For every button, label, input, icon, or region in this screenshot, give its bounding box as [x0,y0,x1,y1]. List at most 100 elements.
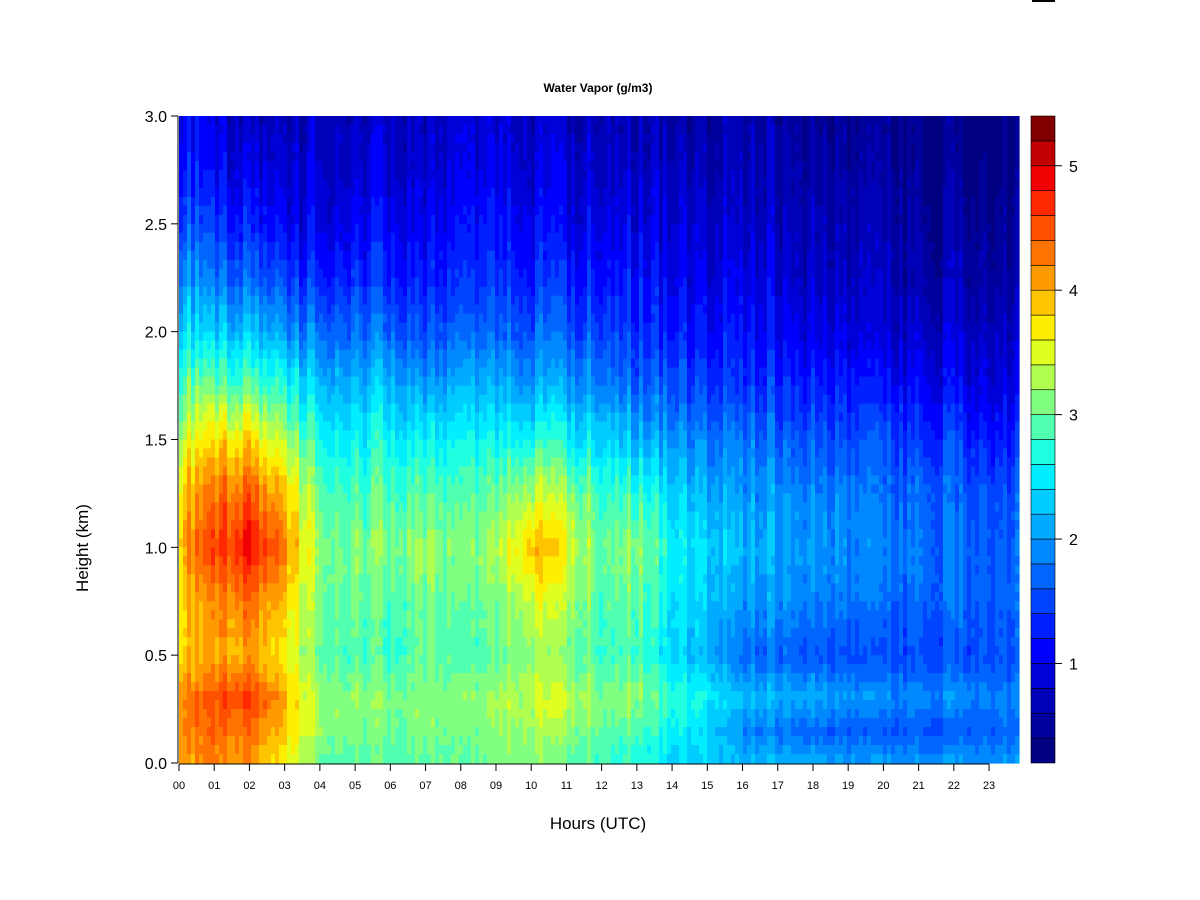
heatmap-cell [235,700,240,710]
heatmap-cell [355,745,360,755]
heatmap-cell [219,754,224,764]
heatmap-cell [239,232,244,243]
heatmap-cell [247,358,252,369]
heatmap-cell [331,439,336,450]
heatmap-cell [347,619,352,629]
heatmap-cell [407,277,412,288]
heatmap-cell [199,376,204,387]
heatmap-cell [299,601,304,611]
heatmap-cell [375,628,380,638]
heatmap-cell [339,259,344,270]
heatmap-cell [203,340,208,351]
heatmap-cell [407,250,412,261]
heatmap-cell [259,619,264,629]
heatmap-cell [339,385,344,396]
heatmap-cell [235,493,240,504]
heatmap-cell [219,268,224,279]
heatmap-cell [395,214,400,225]
heatmap-cell [379,484,384,495]
heatmap-cell [439,538,444,548]
heatmap-cell [251,232,256,243]
heatmap-cell [195,709,200,719]
heatmap-cell [443,727,448,737]
heatmap-cell [291,565,296,575]
heatmap-cell [343,565,348,575]
heatmap-cell [447,691,452,701]
heatmap-cell [299,439,304,450]
heatmap-cell [275,268,280,279]
heatmap-cell [327,394,332,405]
heatmap-cell [267,718,272,728]
heatmap-cell [415,709,420,719]
heatmap-cell [355,466,360,477]
heatmap-cell [183,151,188,162]
heatmap-cell [179,493,184,504]
heatmap-cell [399,376,404,387]
heatmap-cell [215,736,220,746]
heatmap-cell [379,502,384,512]
heatmap-cell [435,116,440,126]
heatmap-cell [203,439,208,450]
heatmap-cell [211,232,216,243]
heatmap-cell [287,745,292,755]
heatmap-cell [267,628,272,638]
heatmap-cell [199,610,204,620]
heatmap-cell [211,385,216,396]
heatmap-cell [375,529,380,539]
heatmap-cell [243,637,248,647]
heatmap-cell [399,160,404,171]
heatmap-cell [339,745,344,755]
heatmap-cell [451,241,456,252]
heatmap-cell [239,736,244,746]
heatmap-cell [375,331,380,342]
heatmap-cell [295,340,300,351]
heatmap-cell [183,403,188,414]
heatmap-cell [211,709,216,719]
heatmap-cell [235,421,240,432]
heatmap-cell [191,655,196,665]
heatmap-cell [223,664,228,674]
heatmap-cell [403,124,408,135]
heatmap-cell [239,754,244,764]
heatmap-cell [379,223,384,234]
heatmap-cell [363,169,368,180]
heatmap-cell [323,709,328,719]
heatmap-cell [303,484,308,495]
heatmap-cell [195,178,200,189]
heatmap-cell [299,133,304,144]
heatmap-cell [251,349,256,360]
heatmap-cell [267,124,272,135]
heatmap-cell [247,565,252,575]
heatmap-cell [343,358,348,369]
heatmap-cell [219,655,224,665]
heatmap-cell [187,232,192,243]
heatmap-cell [391,376,396,387]
heatmap-cell [371,457,376,468]
heatmap-cell [287,484,292,495]
heatmap-cell [427,313,432,324]
heatmap-cell [363,637,368,647]
heatmap-cell [255,709,260,719]
heatmap-cell [191,565,196,575]
heatmap-cell [355,619,360,629]
heatmap-cell [187,133,192,144]
heatmap-cell [319,322,324,333]
heatmap-cell [431,304,436,315]
heatmap-cell [363,133,368,144]
heatmap-cell [275,358,280,369]
heatmap-cell [359,205,364,216]
heatmap-cell [303,583,308,593]
heatmap-cell [327,439,332,450]
heatmap-cell [351,538,356,548]
heatmap-cell [235,583,240,593]
heatmap-cell [439,493,444,504]
heatmap-cell [195,133,200,144]
heatmap-cell [331,142,336,153]
heatmap-cell [231,232,236,243]
heatmap-cell [231,511,236,521]
heatmap-cell [355,187,360,198]
heatmap-cell [407,673,412,683]
heatmap-cell [447,133,452,144]
heatmap-cell [319,160,324,171]
heatmap-cell [375,637,380,647]
